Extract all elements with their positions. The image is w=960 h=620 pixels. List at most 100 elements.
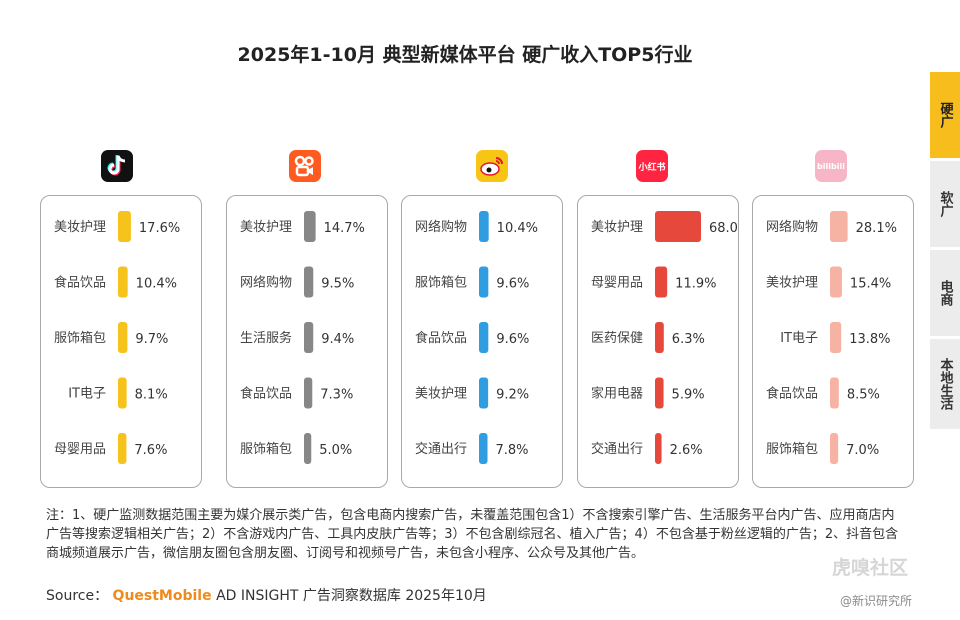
value-label: 2.6%	[670, 443, 703, 458]
bar	[304, 211, 316, 242]
bar	[655, 433, 662, 464]
bar	[479, 377, 489, 409]
value-label: 14.7%	[324, 221, 365, 236]
category-label: 食品饮品	[240, 386, 292, 402]
bilibili-logo-text: bilibili	[817, 161, 845, 171]
category-label: 美妆护理	[766, 276, 818, 291]
tab-ecommerce-label: 电商	[937, 280, 953, 306]
value-label: 9.5%	[321, 277, 354, 292]
bar	[830, 433, 839, 464]
value-label: 9.7%	[135, 332, 168, 347]
weibo-icon	[476, 150, 508, 182]
category-label: IT电子	[68, 387, 106, 402]
value-label: 8.1%	[135, 388, 168, 403]
bar	[830, 266, 842, 298]
tab-soft-ads-label: 软广	[937, 191, 953, 217]
category-label: 交通出行	[415, 441, 467, 457]
tab-local-life-label: 本地生活	[937, 358, 953, 410]
bar	[118, 433, 127, 464]
category-label: 母婴用品	[54, 442, 106, 457]
bar	[304, 322, 314, 353]
kuaishou-icon	[289, 150, 321, 182]
xiaohongshu-icon: 小红书	[636, 150, 668, 182]
source-line: Source： QuestMobile AD INSIGHT 广告洞察数据库 2…	[46, 585, 487, 605]
category-label: 美妆护理	[240, 220, 292, 235]
bar	[118, 322, 128, 353]
bar	[479, 433, 488, 464]
xiaohongshu-logo-text: 小红书	[638, 162, 666, 173]
value-label: 9.2%	[496, 388, 529, 403]
bar	[655, 211, 701, 242]
bar	[830, 211, 848, 242]
category-label: 家用电器	[591, 386, 643, 402]
category-label: 食品饮品	[54, 275, 106, 291]
category-label: 网络购物	[415, 219, 467, 235]
value-label: 28.1%	[856, 221, 897, 236]
bar	[830, 322, 842, 353]
value-label: 7.6%	[134, 443, 167, 458]
value-label: 9.6%	[496, 332, 529, 347]
panel-bilibili: 网络购物 28.1% 美妆护理 15.4% IT电子 13.8% 食品饮品 8.5% 服饰箱包 7…	[752, 195, 914, 488]
category-label: 服饰箱包	[766, 441, 818, 457]
value-label: 15.4%	[850, 277, 891, 292]
source-rest: AD INSIGHT 广告洞察数据库 2025年10月	[216, 588, 487, 604]
bar	[304, 266, 314, 298]
category-label: 服饰箱包	[240, 441, 292, 457]
value-label: 10.4%	[497, 221, 538, 236]
bar	[655, 377, 664, 409]
category-label: 网络购物	[766, 219, 818, 235]
category-label: 食品饮品	[766, 386, 818, 402]
tab-hard-ads-label: 硬广	[937, 102, 953, 128]
panel-douyin: 美妆护理 17.6% 食品饮品 10.4% 服饰箱包 9.7% IT电子 8.1% 母婴用品 7.…	[40, 195, 202, 488]
bar	[655, 322, 664, 353]
category-label: IT电子	[780, 331, 818, 346]
douyin-icon	[101, 150, 133, 182]
bar	[118, 266, 128, 298]
category-label: 美妆护理	[415, 387, 467, 402]
category-label: 美妆护理	[591, 220, 643, 235]
category-label: 食品饮品	[415, 330, 467, 346]
tab-local-life[interactable]: 本地生活	[930, 339, 960, 429]
side-tab-bar: 硬广 软广 电商 本地生活	[930, 72, 960, 432]
tab-soft-ads[interactable]: 软广	[930, 161, 960, 247]
bar	[304, 377, 313, 409]
value-label: 7.8%	[496, 443, 529, 458]
bar	[655, 266, 668, 298]
tab-ecommerce[interactable]: 电商	[930, 250, 960, 336]
category-label: 母婴用品	[591, 276, 643, 291]
value-label: 9.4%	[321, 332, 354, 347]
category-label: 医药保健	[591, 331, 643, 346]
value-label: 7.0%	[846, 443, 879, 458]
value-label: 8.5%	[847, 388, 880, 403]
bar	[118, 377, 127, 409]
category-label: 服饰箱包	[415, 275, 467, 291]
value-label: 68.0%	[709, 221, 738, 236]
value-label: 17.6%	[139, 221, 180, 236]
footnote: 注：1、硬广监测数据范围主要为媒介展示类广告，包含电商内搜索广告，未覆盖范围包含…	[46, 508, 899, 561]
value-label: 10.4%	[136, 277, 177, 292]
bar	[118, 211, 131, 242]
panel-xiaohongshu: 美妆护理 68.0% 母婴用品 11.9% 医药保健 6.3% 家用电器 5.9% 交通出行 2.…	[577, 195, 739, 488]
tab-hard-ads[interactable]: 硬广	[930, 72, 960, 158]
value-label: 9.6%	[496, 277, 529, 292]
source-brand: QuestMobile	[112, 588, 212, 604]
bar	[479, 322, 489, 353]
category-label: 生活服务	[240, 330, 292, 346]
bar	[304, 433, 312, 464]
value-label: 13.8%	[849, 332, 890, 347]
value-label: 5.0%	[319, 443, 352, 458]
category-label: 美妆护理	[54, 220, 106, 235]
bar	[479, 266, 489, 298]
bar	[830, 377, 839, 409]
bar	[479, 211, 489, 242]
value-label: 5.9%	[672, 388, 705, 403]
watermark-huxiu: 虎嗅社区	[832, 557, 909, 579]
category-label: 网络购物	[240, 275, 292, 291]
category-label: 交通出行	[591, 441, 643, 457]
watermark-account: @新识研究所	[840, 594, 913, 608]
panel-kuaishou: 美妆护理 14.7% 网络购物 9.5% 生活服务 9.4% 食品饮品 7.3% 服饰箱包 5.0…	[226, 195, 388, 488]
source-prefix: Source：	[46, 588, 109, 604]
bilibili-icon: bilibili	[815, 150, 847, 182]
value-label: 11.9%	[675, 277, 716, 292]
panel-weibo: 网络购物 10.4% 服饰箱包 9.6% 食品饮品 9.6% 美妆护理 9.2% 交通出行 7.8…	[401, 195, 563, 488]
